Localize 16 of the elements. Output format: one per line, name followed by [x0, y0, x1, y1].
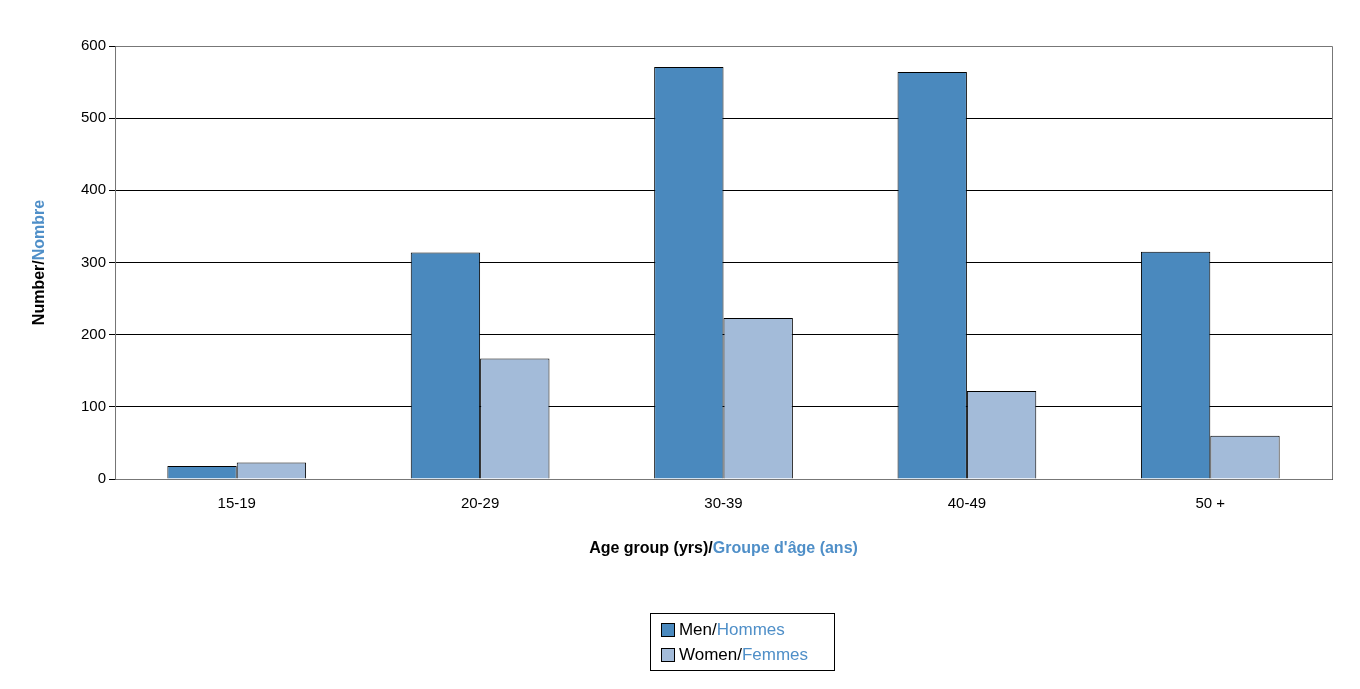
y-tick-label: 600 — [81, 36, 107, 54]
y-tick-label: 500 — [81, 108, 107, 126]
x-axis-title: Age group (yrs)/Groupe d'âge (ans) — [589, 539, 858, 557]
legend-label: Women/Femmes — [678, 645, 809, 664]
y-axis-title: Number/Nombre — [30, 199, 48, 326]
legend-label: Men/Hommes — [678, 620, 785, 639]
y-tick-label: 300 — [81, 252, 107, 270]
x-tick-label: 20-29 — [460, 494, 500, 512]
x-tick-label: 15-19 — [217, 494, 256, 512]
x-tick-label: 50 + — [1195, 494, 1226, 512]
y-tick-label: 200 — [81, 324, 107, 342]
y-tick-label: 0 — [97, 469, 107, 487]
y-tick-label: 100 — [81, 396, 107, 414]
x-tick-label: 30-39 — [704, 494, 743, 512]
x-tick-label: 40-49 — [947, 494, 987, 512]
y-tick-label: 400 — [81, 180, 107, 198]
